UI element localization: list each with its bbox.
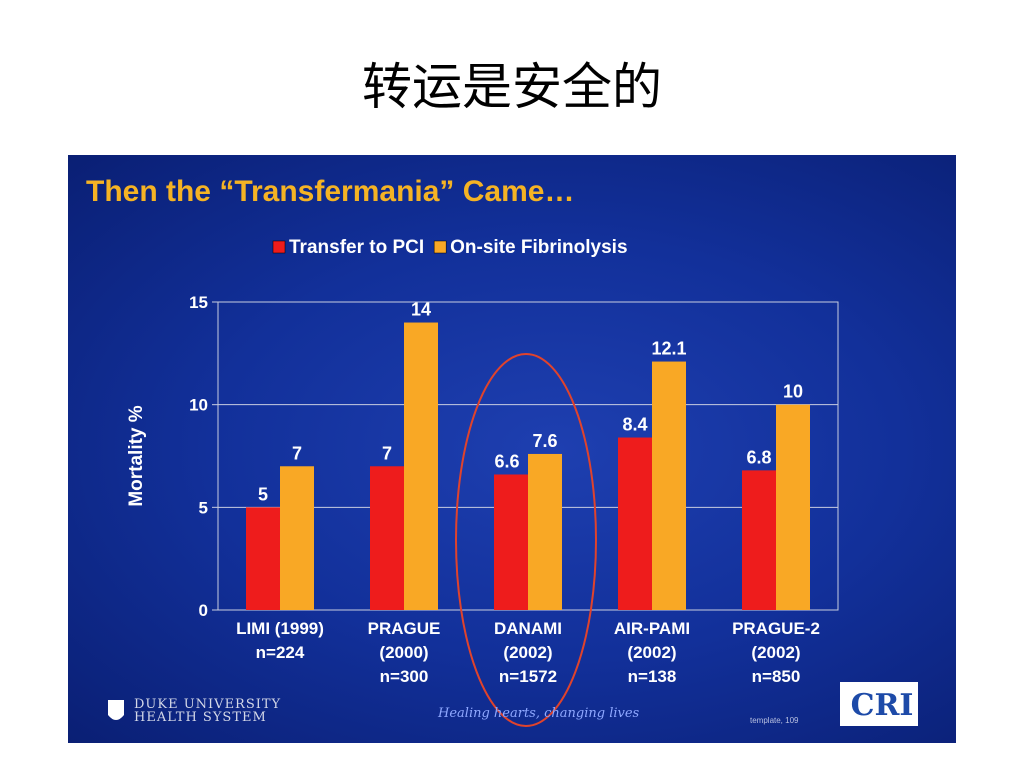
bar-transfer (618, 437, 652, 610)
x-category-label: n=300 (380, 667, 429, 686)
legend-label-2: On-site Fibrinolysis (450, 237, 627, 258)
bar-onsite (652, 361, 686, 610)
bar-onsite (404, 322, 438, 610)
data-label: 7 (382, 443, 392, 463)
x-category-label: n=1572 (499, 667, 557, 686)
x-category-label: AIR-PAMI (614, 619, 690, 638)
y-tick-label: 5 (199, 498, 208, 517)
data-label: 6.8 (746, 447, 771, 467)
cri-logo-text: CRI (851, 688, 914, 723)
tagline-text: Healing hearts, changing lives (437, 706, 640, 721)
legend-label-1: Transfer to PCI (289, 237, 424, 258)
chart-root: Then the “Transfermania” Came… Transfer t… (86, 175, 918, 727)
slide-image: Then the “Transfermania” Came… Transfer t… (68, 155, 956, 743)
highlight-ellipse (455, 353, 597, 727)
x-category-label: n=224 (256, 643, 305, 662)
chart-slide-svg: Then the “Transfermania” Came… Transfer t… (86, 175, 918, 727)
x-category-label: (2002) (751, 643, 800, 662)
data-label: 6.6 (494, 451, 519, 471)
bar-transfer (370, 466, 404, 610)
bar-transfer (494, 474, 528, 610)
x-category-label: DANAMI (494, 619, 562, 638)
data-label: 10 (783, 382, 803, 402)
bar-transfer (742, 470, 776, 610)
cri-logo-box (840, 682, 918, 726)
data-label: 5 (258, 484, 268, 504)
x-category-label: PRAGUE (368, 619, 441, 638)
data-label: 7.6 (532, 431, 557, 451)
x-category-label: PRAGUE-2 (732, 619, 820, 638)
slide-heading: Then the “Transfermania” Came… (86, 175, 574, 208)
data-label: 12.1 (651, 339, 686, 359)
duke-shield-icon (108, 700, 124, 720)
bar-onsite (776, 404, 810, 610)
x-category-label: n=850 (752, 667, 801, 686)
data-label: 14 (411, 300, 431, 320)
legend-swatch-2 (433, 240, 447, 254)
x-category-label: (2002) (627, 643, 676, 662)
x-category-label: LIMI (1999) (236, 619, 324, 638)
duke-line-1: DUKE UNIVERSITY (134, 697, 281, 712)
bar-transfer (246, 507, 280, 610)
template-note: template, 109 (750, 716, 799, 725)
x-category-label: n=138 (628, 667, 677, 686)
page-title: 转运是安全的 (362, 58, 662, 116)
y-tick-label: 15 (189, 293, 208, 312)
bar-onsite (280, 466, 314, 610)
data-label: 8.4 (622, 415, 647, 435)
y-tick-label: 0 (199, 601, 208, 620)
y-axis-title: Mortality % (126, 405, 147, 506)
x-category-label: (2000) (379, 643, 428, 662)
x-category-label: (2002) (503, 643, 552, 662)
data-label: 7 (292, 443, 302, 463)
duke-line-2: HEALTH SYSTEM (134, 710, 267, 725)
bar-onsite (528, 453, 562, 610)
legend-swatch-1 (272, 240, 286, 254)
y-tick-label: 10 (189, 396, 208, 415)
